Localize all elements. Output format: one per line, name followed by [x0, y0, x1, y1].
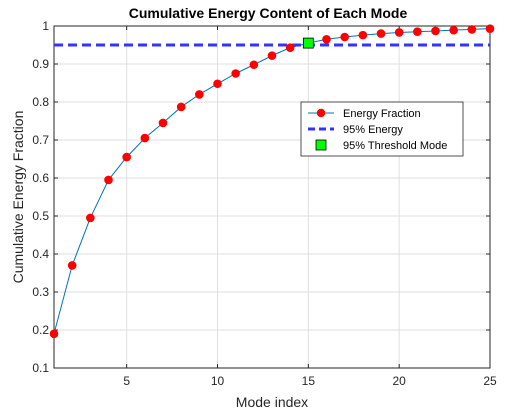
energy-point — [67, 261, 77, 270]
x-tick-label: 15 — [302, 374, 316, 388]
energy-point — [285, 43, 295, 52]
legend-box — [300, 101, 464, 157]
energy-point — [104, 175, 113, 185]
energy-point — [195, 90, 204, 99]
energy-point — [122, 152, 131, 162]
x-tick-label: 5 — [123, 374, 130, 388]
threshold-mode-marker — [302, 37, 314, 49]
legend-marker-energy — [316, 108, 326, 118]
energy-point — [340, 32, 349, 42]
x-axis-label: Mode index — [236, 394, 308, 410]
legend-label-energy: Energy Fraction — [343, 108, 421, 120]
x-tick-label: 25 — [483, 374, 497, 388]
legend-marker-mode — [315, 139, 327, 151]
energy-fraction-line — [53, 28, 491, 334]
y-tick-label: 0.6 — [32, 171, 49, 185]
chart-title: Cumulative Energy Content of Each Mode — [129, 5, 408, 21]
y-tick-label: 0.8 — [32, 95, 49, 109]
series-layer — [49, 24, 495, 339]
y-tick-label: 0.1 — [32, 361, 49, 375]
y-tick-label: 0.5 — [32, 209, 49, 223]
x-tick-label: 10 — [211, 374, 225, 388]
y-tick-label: 0.9 — [32, 57, 49, 71]
y-tick-label: 0.3 — [32, 285, 49, 299]
energy-point — [485, 24, 495, 33]
energy-point — [158, 118, 168, 128]
y-tick-label: 0.7 — [32, 133, 49, 147]
energy-point — [249, 60, 259, 70]
grid — [54, 25, 491, 369]
energy-point — [86, 213, 95, 223]
energy-point — [213, 79, 222, 89]
energy-point — [231, 69, 240, 78]
plot-area — [53, 25, 491, 369]
y-tick-label: 0.4 — [32, 247, 49, 261]
x-tick-label: 20 — [392, 374, 406, 388]
legend-label-threshold: 95% Energy — [343, 124, 403, 136]
energy-point — [49, 329, 59, 339]
energy-point — [394, 28, 404, 37]
legend: Energy Fraction 95% Energy 95% Threshold… — [300, 101, 464, 157]
y-axis-label: Cumulative Energy Fraction — [10, 111, 26, 284]
energy-point — [322, 35, 331, 44]
axis-ticks: 5 10 15 20 25 0.1 0.2 0.3 0.4 0.5 0.6 0.7 0.8 0.9 1 — [32, 19, 497, 388]
energy-point — [358, 30, 368, 40]
legend-label-mode: 95% Threshold Mode — [343, 140, 447, 152]
y-tick-label: 1 — [42, 19, 49, 33]
energy-point — [431, 26, 440, 36]
energy-point — [267, 51, 277, 60]
energy-point — [467, 25, 477, 34]
energy-point — [413, 27, 422, 36]
energy-point — [449, 25, 458, 35]
y-tick-label: 0.2 — [32, 323, 49, 337]
energy-point — [140, 133, 150, 143]
energy-point — [376, 29, 386, 38]
energy-point — [176, 102, 186, 112]
